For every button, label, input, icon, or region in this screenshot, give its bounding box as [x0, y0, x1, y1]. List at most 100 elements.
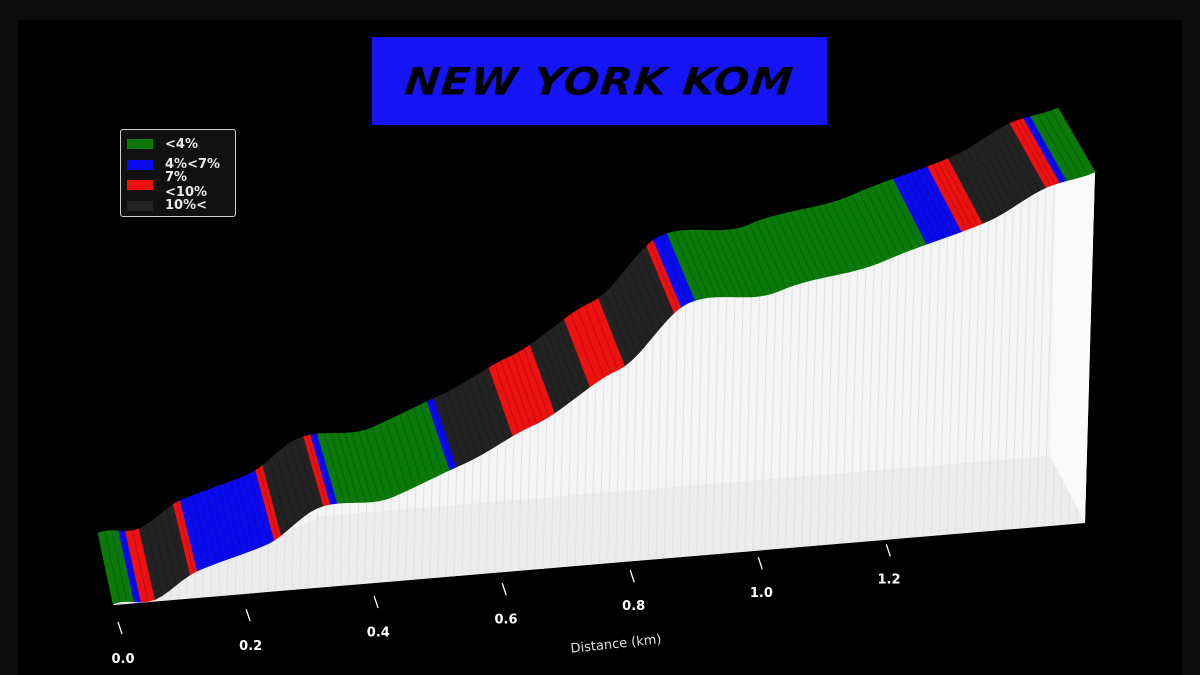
wall-hatch-line	[153, 599, 155, 602]
wall-hatch-line	[1019, 196, 1030, 529]
grade-segment-rib	[659, 235, 689, 304]
grade-segment-rib	[330, 433, 352, 503]
grade-segment-rib	[640, 251, 669, 320]
x-tick-label: 1.2	[877, 573, 900, 588]
grade-segment-rib	[540, 336, 568, 405]
grade-segment-rib	[1026, 117, 1064, 182]
grade-segment-rib	[707, 230, 738, 298]
legend-item: 4%<7%	[127, 155, 229, 176]
grade-segment-rib	[289, 442, 310, 513]
legend-swatch-icon	[127, 180, 153, 191]
grade-segment-rib	[937, 162, 973, 228]
elevation-end-face	[1050, 108, 1095, 523]
grade-segment-rib	[872, 186, 907, 253]
grade-segment-rib	[344, 432, 366, 503]
wall-hatch-line	[574, 394, 580, 567]
wall-hatch-line	[372, 501, 376, 584]
grade-segment-rib	[1043, 112, 1082, 178]
wall-hatch-line	[412, 486, 417, 580]
grade-segment-rib	[211, 488, 230, 559]
x-tick-mark	[117, 621, 123, 635]
grade-segment-rib	[176, 502, 195, 573]
wall-hatch-line	[526, 426, 531, 571]
grade-segment-rib	[460, 384, 486, 453]
grade-segment-rib	[755, 221, 787, 289]
grade-segment-rib	[942, 160, 978, 226]
wall-hatch-line	[825, 275, 834, 545]
wall-hatch-line	[275, 538, 278, 592]
grade-segment-rib	[282, 447, 303, 518]
wall-hatch-line	[1044, 184, 1055, 527]
grade-segment-rib	[440, 395, 465, 464]
grade-segment-rib	[296, 438, 317, 509]
x-axis: 0.0 0.2 0.4 0.6 0.8 1.0 1.2	[111, 544, 901, 667]
grade-segment-rib	[248, 473, 269, 545]
grade-segment-rib	[217, 486, 237, 557]
legend-swatch-icon	[127, 159, 153, 170]
wall-hatch-line	[736, 296, 744, 553]
wall-hatch-line	[566, 400, 572, 567]
grade-segment-rib	[392, 417, 416, 488]
wall-hatch-line	[307, 512, 310, 589]
elevation-wall	[113, 108, 1095, 605]
wall-hatch-line	[938, 236, 949, 536]
legend-label: <4%	[165, 136, 198, 152]
wall-hatch-line	[283, 532, 286, 591]
grade-segment-rib	[622, 273, 651, 341]
grade-segment-rib	[886, 181, 921, 247]
wall-hatch-line	[120, 601, 123, 605]
wall-hatch-line	[849, 269, 859, 543]
grade-segment-rib	[865, 189, 900, 255]
grade-segment-rib	[275, 453, 296, 524]
grade-segment-rib	[523, 348, 550, 417]
grade-segment-rib	[511, 355, 538, 424]
grade-segment-rib	[306, 435, 328, 506]
wall-hatch-line	[971, 224, 981, 533]
grade-segment-rib	[546, 332, 573, 401]
grade-segment-rib	[223, 483, 243, 555]
grade-segment-rib	[700, 230, 731, 297]
grade-segment-rib	[838, 200, 871, 267]
grade-segment-rib	[687, 230, 717, 298]
grade-segment-rib	[1014, 121, 1052, 186]
wall-hatch-line	[340, 502, 343, 586]
x-tick-label: 1.0	[750, 586, 773, 601]
grade-segment-rib	[364, 429, 388, 500]
grade-segment-rib	[186, 497, 205, 569]
grade-segment-rib	[604, 293, 632, 361]
wall-hatch-line	[655, 326, 662, 560]
wall-hatch-line	[882, 258, 891, 541]
grade-segment-rib	[960, 152, 996, 218]
wall-hatch-line	[348, 502, 351, 586]
grade-segment-rib	[104, 530, 121, 603]
wall-hatch-line	[251, 550, 253, 594]
grade-segment-rib	[131, 530, 149, 602]
wall-hatch-line	[963, 227, 973, 534]
wall-hatch-line	[688, 300, 695, 557]
x-tick-label: 0.2	[239, 639, 262, 654]
grade-segment-rib	[467, 380, 493, 449]
grade-segment-rib	[762, 219, 794, 286]
grade-segment-rib	[921, 168, 957, 234]
grade-segment-rib	[1018, 119, 1056, 185]
x-tick-label: 0.0	[111, 652, 134, 667]
wall-hatch-line	[866, 264, 875, 542]
grade-segment-rib	[378, 424, 402, 494]
grade-segment-rib	[337, 433, 359, 503]
grade-segment-rib	[972, 145, 1009, 211]
grade-segment-rib	[1036, 114, 1075, 180]
grade-segment-rib	[831, 202, 864, 269]
grade-segment-rib	[412, 407, 437, 477]
wall-hatch-line	[404, 490, 409, 581]
wall-hatch-line	[1003, 206, 1014, 530]
legend-item: 10%<	[127, 196, 229, 217]
grade-segment-rib	[824, 204, 857, 271]
grade-segment-rib	[111, 530, 128, 602]
grade-segment-rib	[1050, 110, 1089, 176]
wall-hatch-line	[647, 336, 654, 560]
grade-segment-rib	[230, 481, 250, 552]
grade-segment-rib	[769, 216, 801, 284]
wall-hatch-line	[663, 317, 670, 559]
wall-hatch-line	[1035, 187, 1047, 528]
